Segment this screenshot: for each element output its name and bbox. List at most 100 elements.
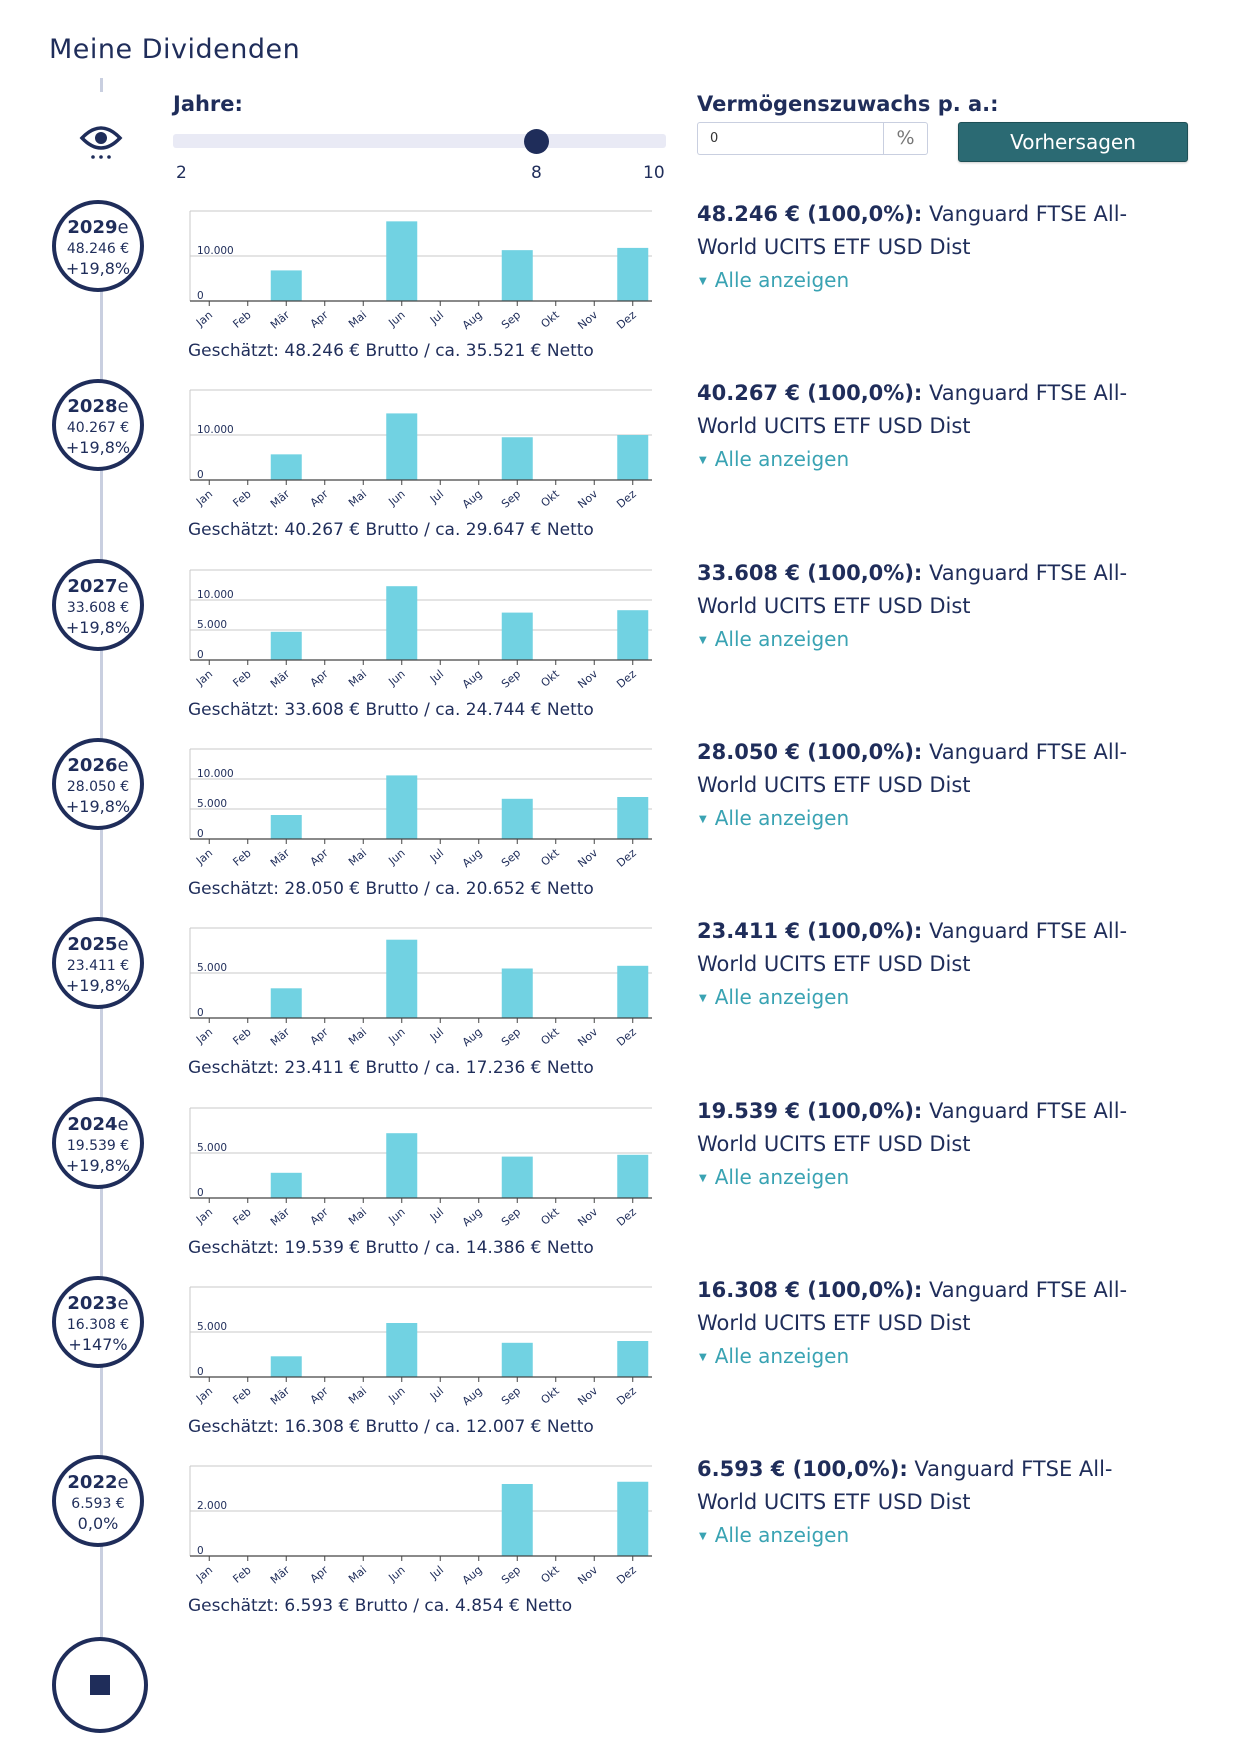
y-tick-label: 10.000 bbox=[197, 424, 234, 436]
year-circle[interactable]: 2026e 28.050 € +19,8% bbox=[52, 737, 144, 830]
year-amount: 16.308 € bbox=[66, 1316, 130, 1333]
bar bbox=[270, 1172, 302, 1198]
years-slider-max: 10 bbox=[643, 163, 665, 183]
x-tick-label: Jan bbox=[193, 667, 215, 689]
x-tick-label: Jun bbox=[385, 667, 407, 689]
x-tick-label: Mär bbox=[268, 1025, 293, 1049]
y-tick-label: 2.000 bbox=[197, 1500, 227, 1512]
x-tick-label: Sep bbox=[499, 1026, 523, 1049]
show-all-link[interactable]: ▼ Alle anzeigen bbox=[699, 1165, 849, 1189]
position-title: 40.267 € (100,0%): Vanguard FTSE All-Wor… bbox=[697, 377, 1157, 443]
x-tick-label: Jun bbox=[385, 846, 407, 868]
year-amount: 40.267 € bbox=[66, 420, 130, 437]
years-label: Jahre: bbox=[173, 92, 243, 116]
bar bbox=[386, 221, 418, 301]
x-tick-label: Aug bbox=[460, 1563, 485, 1587]
x-tick-label: Apr bbox=[308, 1205, 331, 1227]
x-tick-label: Aug bbox=[460, 846, 485, 870]
show-all-link[interactable]: ▼ Alle anzeigen bbox=[699, 985, 849, 1009]
show-all-link[interactable]: ▼ Alle anzeigen bbox=[699, 1523, 849, 1547]
x-tick-label: Jan bbox=[193, 846, 215, 868]
year-circle[interactable]: 2024e 19.539 € +19,8% bbox=[52, 1096, 144, 1189]
x-tick-label: Nov bbox=[575, 1025, 600, 1049]
chart-caption: Geschätzt: 28.050 € Brutto / ca. 20.652 … bbox=[188, 878, 594, 899]
year-circle[interactable]: 2028e 40.267 € +19,8% bbox=[52, 379, 144, 472]
x-tick-label: Mär bbox=[268, 1563, 293, 1587]
year-circle[interactable]: 2022e 6.593 €0,0% bbox=[52, 1455, 144, 1548]
x-tick-label: Jul bbox=[427, 1384, 446, 1403]
year-circle[interactable]: 2025e 23.411 € +19,8% bbox=[52, 917, 144, 1010]
position-title: 6.593 € (100,0%): Vanguard FTSE All-Worl… bbox=[697, 1453, 1157, 1519]
x-tick-label: Jan bbox=[193, 1384, 215, 1406]
position-amount: 33.608 € (100,0%): bbox=[697, 560, 923, 585]
x-tick-label: Jul bbox=[427, 846, 446, 865]
bar bbox=[501, 1156, 533, 1198]
dividend-bar-chart: 0 5.000 Jan Feb Mär Apr Mai Jun Jul Aug Sep Okt Nov D… bbox=[189, 1286, 652, 1408]
chevron-down-icon: ▼ bbox=[699, 1351, 707, 1363]
show-all-link[interactable]: ▼ Alle anzeigen bbox=[699, 1344, 849, 1368]
year-circle[interactable]: 2027e 33.608 € +19,8% bbox=[52, 558, 144, 651]
x-tick-label: Jan bbox=[193, 1205, 215, 1227]
eye-toggle-button[interactable] bbox=[76, 118, 126, 168]
chart-caption: Geschätzt: 6.593 € Brutto / ca. 4.854 € … bbox=[188, 1596, 573, 1617]
timeline-end-button[interactable] bbox=[52, 1637, 148, 1733]
y-tick-label: 5.000 bbox=[197, 962, 227, 974]
y-tick-label: 5.000 bbox=[197, 1321, 227, 1333]
year-change: 0,0% bbox=[77, 1514, 119, 1534]
x-tick-label: Feb bbox=[230, 308, 253, 330]
x-tick-label: Jun bbox=[385, 1026, 407, 1048]
position-name: Vanguard FTSE All-World UCITS ETF USD Di… bbox=[697, 919, 1128, 977]
x-tick-label: Nov bbox=[575, 1563, 600, 1587]
x-tick-label: Feb bbox=[230, 846, 253, 868]
x-tick-label: Feb bbox=[230, 667, 253, 689]
x-tick-label: Sep bbox=[499, 488, 523, 511]
bar bbox=[501, 612, 533, 660]
chart-caption: Geschätzt: 23.411 € Brutto / ca. 17.236 … bbox=[188, 1058, 594, 1079]
chevron-down-icon: ▼ bbox=[699, 813, 707, 825]
chart-caption: Geschätzt: 40.267 € Brutto / ca. 29.647 … bbox=[188, 520, 594, 541]
year-change: +19,8% bbox=[65, 976, 131, 996]
x-tick-label: Nov bbox=[575, 667, 600, 691]
bar bbox=[386, 1132, 418, 1198]
year-circle[interactable]: 2029e 48.246 € +19,8% bbox=[52, 200, 144, 292]
x-tick-label: Okt bbox=[539, 1384, 563, 1407]
position-name: Vanguard FTSE All-World UCITS ETF USD Di… bbox=[697, 202, 1128, 259]
position-title: 23.411 € (100,0%): Vanguard FTSE All-Wor… bbox=[697, 915, 1157, 981]
show-all-label: Alle anzeigen bbox=[714, 805, 850, 830]
dividend-bar-chart: 0 5.000 10.000 Jan Feb Mär Apr Mai Jun Jul Aug Sep O… bbox=[189, 748, 652, 870]
bar bbox=[617, 435, 649, 481]
show-all-link[interactable]: ▼ Alle anzeigen bbox=[699, 447, 849, 471]
x-tick-label: Aug bbox=[460, 1384, 485, 1408]
x-tick-label: Aug bbox=[460, 1026, 485, 1050]
show-all-link[interactable]: ▼ Alle anzeigen bbox=[699, 268, 849, 292]
year-label: 2023e bbox=[67, 1292, 129, 1314]
bar bbox=[270, 814, 302, 839]
years-slider-track[interactable] bbox=[173, 134, 666, 148]
bar bbox=[270, 454, 302, 481]
x-tick-label: Feb bbox=[230, 488, 253, 510]
y-tick-label: 10.000 bbox=[197, 589, 234, 601]
show-all-link[interactable]: ▼ Alle anzeigen bbox=[699, 806, 849, 830]
growth-input[interactable] bbox=[697, 122, 883, 155]
position-amount: 6.593 € (100,0%): bbox=[697, 1457, 908, 1482]
predict-button[interactable]: Vorhersagen bbox=[958, 122, 1188, 162]
chevron-down-icon: ▼ bbox=[699, 993, 707, 1005]
x-tick-label: Jun bbox=[385, 1205, 407, 1227]
y-tick-label: 5.000 bbox=[197, 1142, 227, 1154]
x-tick-label: Mär bbox=[268, 1205, 293, 1229]
year-amount: 48.246 € bbox=[66, 241, 130, 257]
position-amount: 48.246 € (100,0%): bbox=[697, 202, 923, 226]
timeline-line-top bbox=[100, 78, 103, 92]
years-slider-thumb[interactable] bbox=[524, 129, 549, 154]
x-tick-label: Okt bbox=[539, 846, 563, 869]
x-tick-label: Jan bbox=[193, 488, 215, 510]
chevron-down-icon: ▼ bbox=[699, 276, 707, 287]
x-tick-label: Jun bbox=[385, 308, 407, 330]
show-all-link[interactable]: ▼ Alle anzeigen bbox=[699, 627, 849, 651]
dividend-bar-chart: 0 10.000 Jan Feb Mär Apr Mai Jun Jul Aug Sep Okt Nov… bbox=[189, 210, 652, 332]
year-circle[interactable]: 2023e 16.308 € +147% bbox=[52, 1275, 144, 1368]
position-title: 48.246 € (100,0%): Vanguard FTSE All-Wor… bbox=[697, 198, 1157, 264]
x-tick-label: Apr bbox=[308, 1563, 331, 1585]
x-tick-label: Apr bbox=[308, 667, 331, 689]
